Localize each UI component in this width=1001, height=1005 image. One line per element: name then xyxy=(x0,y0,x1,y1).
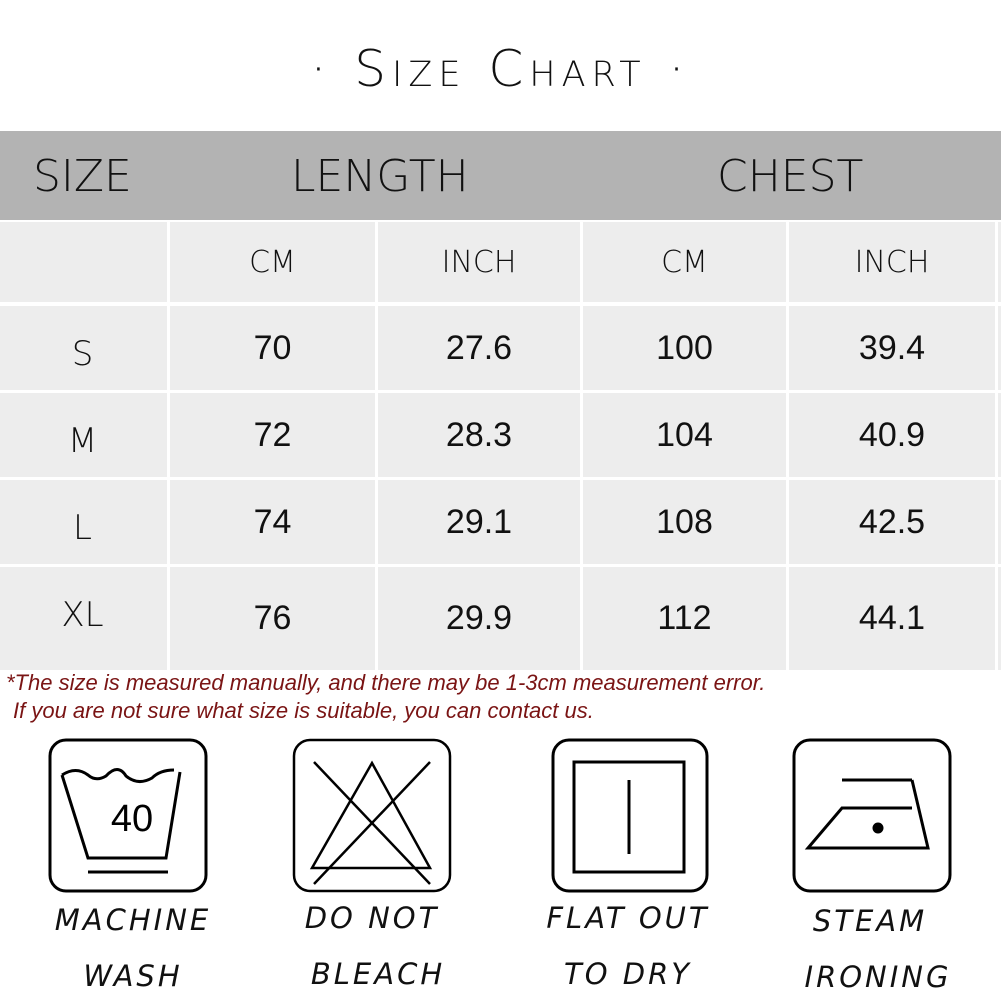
unit-header: CM xyxy=(170,222,375,302)
table-cell: 76 xyxy=(170,567,375,670)
unit-header: INCH xyxy=(789,222,995,302)
table-cell-empty xyxy=(998,306,1001,390)
table-cell: 28.3 xyxy=(378,393,580,477)
table-cell-empty xyxy=(998,393,1001,477)
table-cell: 44.1 xyxy=(789,567,995,670)
unit-header: CM xyxy=(583,222,786,302)
table-cell: 27.6 xyxy=(378,306,580,390)
table-cell-empty xyxy=(0,222,167,302)
care-label-do-not-bleach: DO NOT BLEACH xyxy=(304,901,446,991)
note-measurement: *The size is measured manually, and ther… xyxy=(6,670,766,695)
header-length: LENGTH xyxy=(291,151,469,202)
table-cell: 29.1 xyxy=(378,480,580,564)
steam-iron-icon xyxy=(792,738,952,893)
table-cell: 74 xyxy=(170,480,375,564)
table-cell: 100 xyxy=(583,306,786,390)
size-label: S xyxy=(0,306,167,390)
table-header: SIZE LENGTH CHEST xyxy=(0,131,1001,220)
flat-dry-icon xyxy=(551,738,711,893)
header-chest: CHEST xyxy=(717,151,864,202)
table-cell-empty xyxy=(998,222,1001,302)
do-not-bleach-icon xyxy=(292,738,452,893)
page-title: · Size Chart · xyxy=(310,40,691,98)
table-cell-empty xyxy=(998,480,1001,564)
machine-wash-40-icon: 40 xyxy=(48,738,208,893)
size-label: M xyxy=(0,393,167,477)
table-cell: 29.9 xyxy=(378,567,580,670)
table-cell: 72 xyxy=(170,393,375,477)
wash-temperature: 40 xyxy=(111,798,153,840)
size-label: XL xyxy=(0,567,167,670)
table-cell: 39.4 xyxy=(789,306,995,390)
size-label: L xyxy=(0,480,167,564)
table-cell-empty xyxy=(998,567,1001,670)
header-size: SIZE xyxy=(33,151,132,202)
note-contact: If you are not sure what size is suitabl… xyxy=(13,698,594,723)
table-cell: 108 xyxy=(583,480,786,564)
care-label-flat-dry: FLAT OUT TO DRY xyxy=(546,901,710,991)
table-cell: 42.5 xyxy=(789,480,995,564)
table-cell: 70 xyxy=(170,306,375,390)
unit-header: INCH xyxy=(378,222,580,302)
care-label-steam-ironing: STEAM IRONING xyxy=(804,904,952,994)
table-cell: 112 xyxy=(583,567,786,670)
table-cell: 104 xyxy=(583,393,786,477)
table-cell: 40.9 xyxy=(789,393,995,477)
care-label-machine-wash: MACHINE WASH xyxy=(54,903,212,993)
